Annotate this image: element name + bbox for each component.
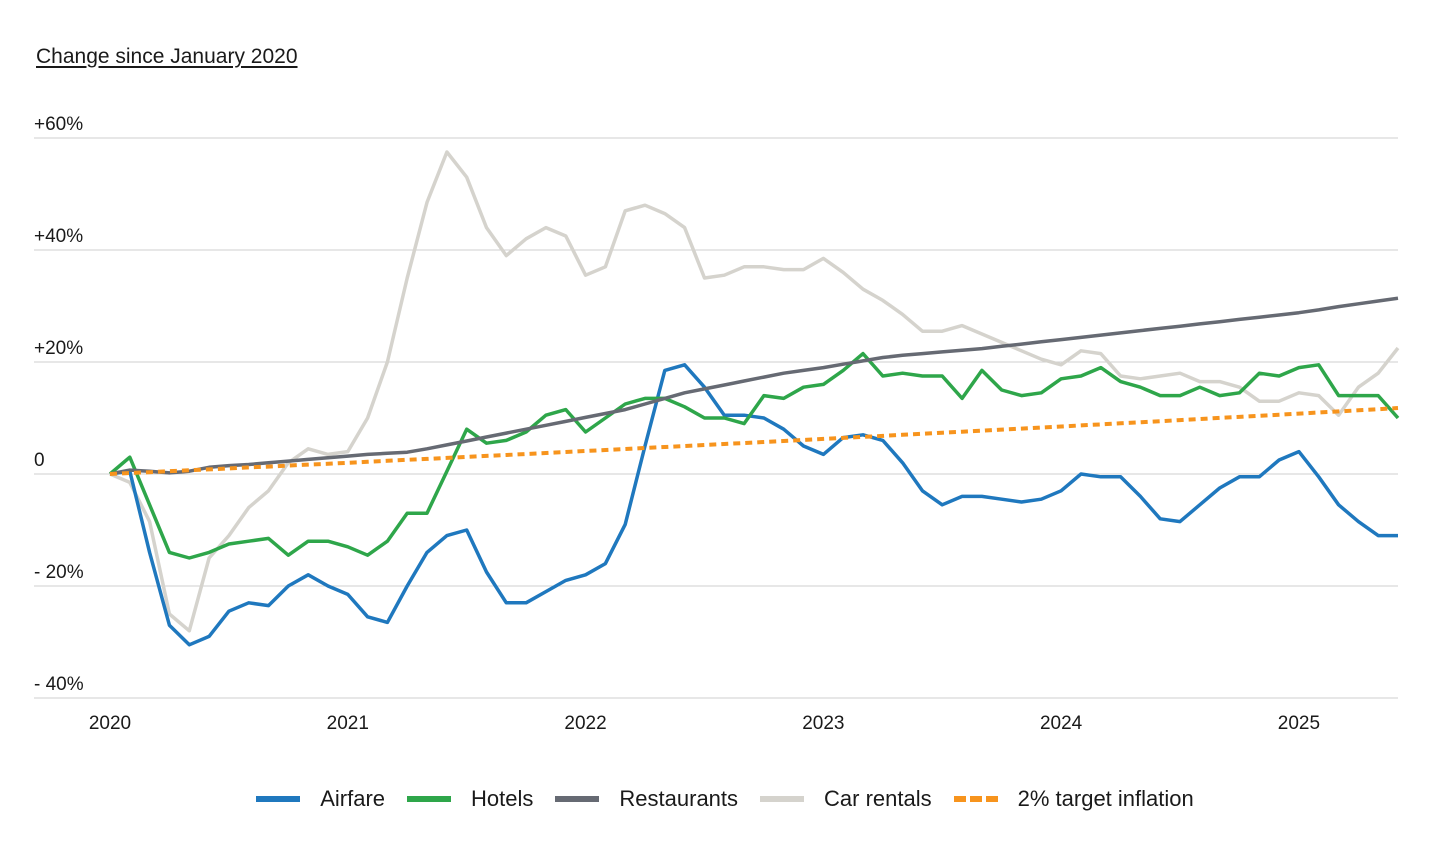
legend-label: Car rentals xyxy=(824,786,932,811)
legend-swatch xyxy=(953,796,998,802)
y-tick-label: - 20% xyxy=(34,562,84,583)
y-tick-label: - 40% xyxy=(34,674,84,695)
legend-swatch xyxy=(555,796,600,802)
legend: Airfare Hotels Restaurants Car rentals 2% ta… xyxy=(0,786,1450,812)
legend-item: 2% target inflation xyxy=(953,786,1194,812)
y-axis-ticks: +60% +40% +20% 0 - 20% - 40% xyxy=(34,114,84,695)
series-line-2-target-inflation xyxy=(109,406,1399,476)
series-line-car-rentals xyxy=(109,150,1400,633)
legend-item: Car rentals xyxy=(760,786,932,812)
legend-item: Airfare xyxy=(256,786,385,812)
x-tick-label: 2024 xyxy=(1040,713,1083,734)
legend-item: Hotels xyxy=(407,786,533,812)
legend-label: Airfare xyxy=(320,786,386,811)
y-tick-label: +40% xyxy=(34,226,83,247)
series-line-hotels xyxy=(108,351,1400,560)
legend-label: Restaurants xyxy=(619,786,739,811)
x-tick-label: 2022 xyxy=(564,713,606,734)
legend-swatch xyxy=(256,796,301,802)
chart-subtitle: Change since January 2020 xyxy=(36,45,298,68)
legend-label: 2% target inflation xyxy=(1017,786,1194,811)
x-tick-label: 2020 xyxy=(89,713,131,734)
legend-swatch xyxy=(407,796,452,802)
y-tick-label: +60% xyxy=(34,114,83,135)
x-tick-label: 2025 xyxy=(1278,713,1320,734)
x-tick-label: 2023 xyxy=(802,713,844,734)
series-line-restaurants xyxy=(109,296,1399,476)
grid-lines xyxy=(34,137,1398,699)
y-tick-label: +20% xyxy=(34,338,83,359)
legend-swatch xyxy=(760,796,805,802)
series-line-airfare xyxy=(109,363,1398,647)
x-tick-label: 2021 xyxy=(327,713,369,734)
legend-item: Restaurants xyxy=(555,786,738,812)
x-axis-ticks: 2020 2021 2022 2023 2024 2025 xyxy=(89,713,1320,734)
y-tick-label: 0 xyxy=(34,450,45,471)
series-lines xyxy=(108,150,1400,647)
legend-label: Hotels xyxy=(471,786,534,811)
